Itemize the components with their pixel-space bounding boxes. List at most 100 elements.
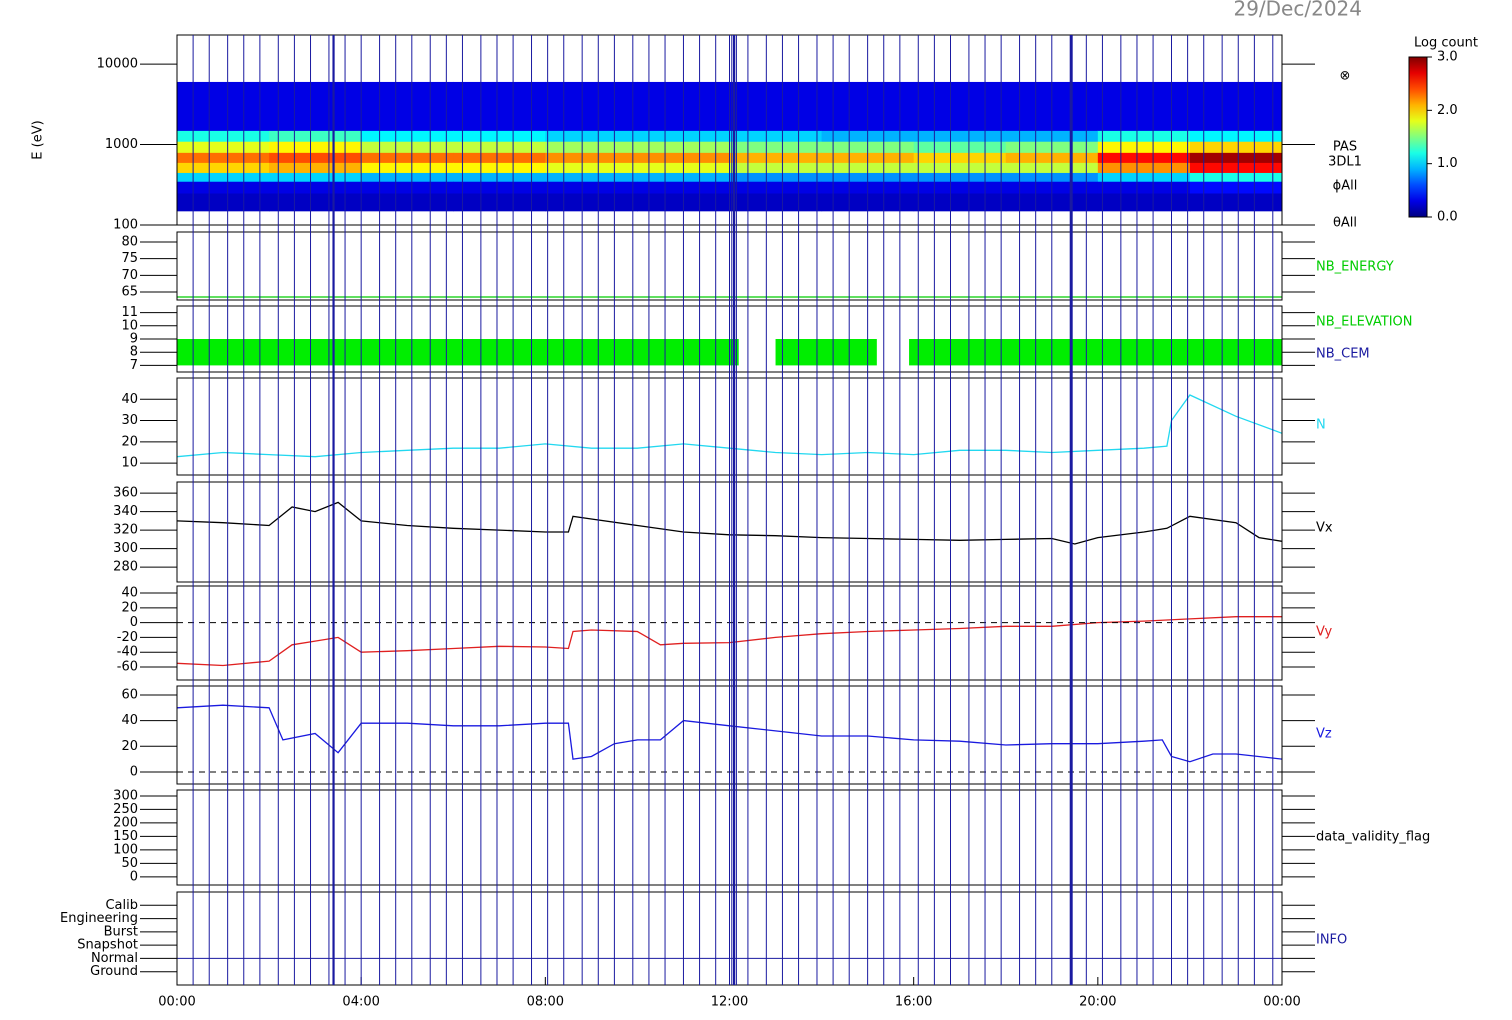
x-tick-label: 04:00	[342, 995, 379, 1010]
heat-cell	[269, 152, 362, 163]
heat-cell	[1097, 172, 1191, 182]
y-tick-label: 20	[121, 600, 138, 615]
y-tick-label: 40	[121, 392, 138, 407]
y-tick-label: 40	[121, 713, 138, 728]
y-tick-label: 250	[113, 802, 138, 817]
heat-cell	[361, 162, 454, 173]
heat-cell	[1097, 152, 1191, 163]
panel-label: Vz	[1316, 727, 1332, 742]
panel-label: NB_CEM	[1316, 347, 1370, 362]
panel-label: INFO	[1316, 933, 1347, 948]
y-tick-label: 150	[113, 829, 138, 844]
heat-cell	[545, 181, 638, 194]
heat-cell	[177, 172, 270, 182]
y-tick-label: 10000	[97, 57, 138, 72]
heat-cell	[269, 141, 362, 153]
heat-cell	[453, 81, 546, 131]
heat-cell	[545, 141, 638, 153]
panel-label: data_validity_flag	[1316, 830, 1430, 845]
series-line	[176, 501, 1283, 545]
heat-cell	[1189, 81, 1283, 131]
heat-cell	[913, 130, 1007, 142]
heat-cell	[729, 152, 823, 163]
heat-cell	[361, 192, 454, 212]
heat-cell	[545, 130, 638, 142]
heat-cell	[453, 152, 546, 163]
x-tick-label: 16:00	[895, 995, 932, 1010]
heat-cell	[729, 192, 823, 212]
y-tick-label: 7	[130, 358, 138, 373]
heat-cell	[913, 162, 1007, 173]
block	[177, 339, 739, 366]
y-tick-label: 100	[113, 842, 138, 857]
colorbar-tick-label: 1.0	[1437, 156, 1458, 171]
heat-cell	[177, 81, 270, 131]
heat-cell	[545, 192, 638, 212]
heat-cell	[1189, 172, 1283, 182]
y-tick-label: 10	[121, 318, 138, 333]
heat-cell	[453, 172, 546, 182]
colorbar-title: Log count	[1414, 36, 1478, 51]
heat-cell	[177, 162, 270, 173]
panel-label: NB_ENERGY	[1316, 260, 1394, 275]
y-tick-label: -20	[117, 630, 138, 645]
y-tick-label: 30	[121, 413, 138, 428]
heat-cell	[453, 162, 546, 173]
heat-cell	[729, 181, 823, 194]
heat-cell	[913, 172, 1007, 182]
heat-cell	[1097, 141, 1191, 153]
colorbar-tick-label: 0.0	[1437, 210, 1458, 225]
y-tick-label: 11	[121, 305, 138, 320]
y-tick-label: 10	[121, 456, 138, 471]
x-tick-label: 20:00	[1079, 995, 1116, 1010]
heat-cell	[453, 130, 546, 142]
y-tick-label: 80	[121, 235, 138, 250]
y-tick-label: 8	[130, 345, 138, 360]
y-tick-label: 20	[121, 434, 138, 449]
y-tick-label: 0	[130, 869, 138, 884]
y-tick-label: 340	[113, 504, 138, 519]
heat-cell	[545, 81, 638, 131]
heat-cell	[729, 130, 823, 142]
y-tick-label: 300	[113, 788, 138, 803]
category-label: Engineering	[60, 911, 138, 926]
heat-cell	[729, 162, 823, 173]
heat-cell	[1097, 192, 1191, 212]
heat-cell	[913, 181, 1007, 194]
heat-cell	[361, 81, 454, 131]
heat-cell	[1097, 130, 1191, 142]
y-tick-label: 280	[113, 560, 138, 575]
heat-cell	[913, 141, 1007, 153]
panel-label: N	[1316, 418, 1326, 433]
y-tick-label: 360	[113, 486, 138, 501]
x-tick-label: 12:00	[711, 995, 748, 1010]
panel-label: NB_ELEVATION	[1316, 315, 1413, 330]
panel-label: Vy	[1316, 625, 1333, 640]
heat-cell	[1189, 141, 1283, 153]
panel-label: ⊗	[1340, 69, 1351, 84]
heat-cell	[361, 141, 454, 153]
y-tick-label: 65	[121, 285, 138, 300]
series-line	[176, 394, 1283, 458]
heat-cell	[913, 81, 1007, 131]
panel-label: PAS	[1333, 140, 1357, 155]
heat-cell	[269, 130, 362, 142]
y-tick-label: -40	[117, 645, 138, 660]
y-tick-label: 9	[130, 332, 138, 347]
heat-cell	[1097, 181, 1191, 194]
heat-cell	[729, 141, 823, 153]
y-tick-label: 0	[130, 615, 138, 630]
heat-cell	[453, 181, 546, 194]
heat-cell	[269, 172, 362, 182]
y-tick-label: 1000	[105, 137, 138, 152]
y-tick-label: 70	[121, 268, 138, 283]
y-tick-label: 20	[121, 739, 138, 754]
y-tick-label: -60	[117, 659, 138, 674]
x-tick-label: 00:00	[1263, 995, 1300, 1010]
heat-cell	[1189, 162, 1283, 173]
panel-label: θAll	[1333, 216, 1357, 231]
heat-cell	[1189, 181, 1283, 194]
y-tick-label: 50	[121, 856, 138, 871]
heat-cell	[1189, 192, 1283, 212]
panel-label: 3DL1	[1328, 155, 1362, 170]
